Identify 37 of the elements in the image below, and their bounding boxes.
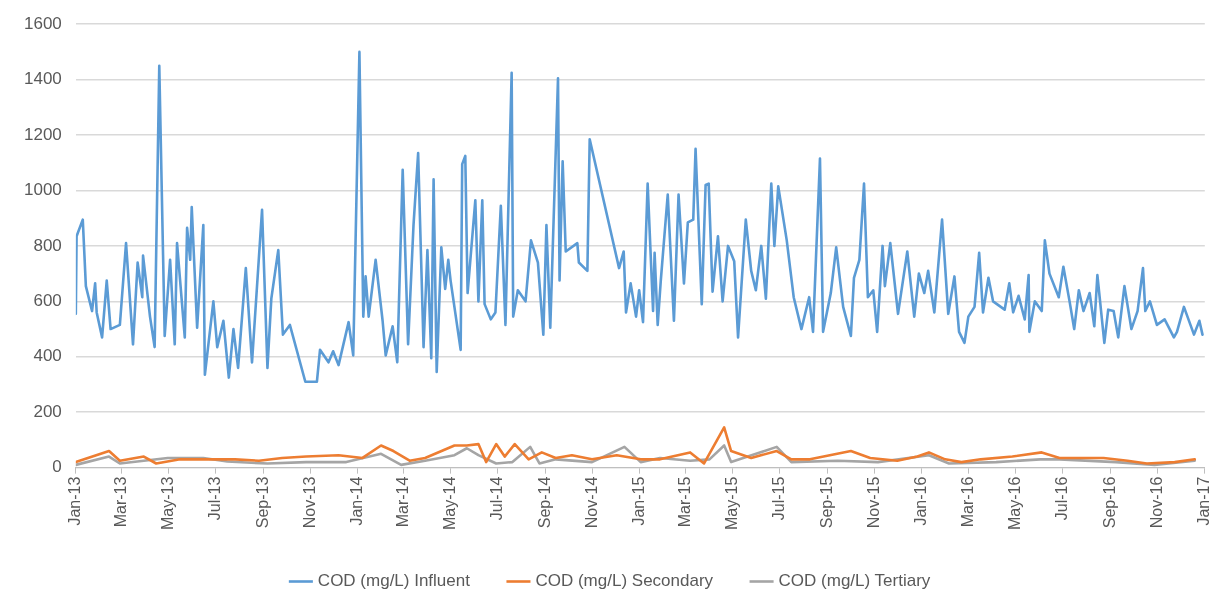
legend-label: COD (mg/L) Secondary — [535, 571, 714, 591]
legend-label: COD (mg/L) Tertiary — [778, 571, 931, 591]
y-tick-label: 0 — [52, 457, 62, 477]
y-tick-label: 1400 — [23, 69, 62, 89]
x-tick-label: Mar-13 — [111, 476, 129, 528]
y-tick-label: 1200 — [23, 124, 62, 144]
y-tick-label: 1000 — [23, 180, 62, 200]
x-tick-label: Nov-14 — [583, 476, 601, 529]
x-tick-label: Nov-15 — [865, 476, 883, 529]
y-tick-label: 400 — [33, 346, 62, 366]
x-tick-label: Jan-16 — [912, 476, 930, 526]
y-tick-label: 200 — [33, 401, 62, 421]
x-tick-label: May-16 — [1005, 476, 1023, 531]
x-tick-label: Sep-15 — [818, 476, 836, 529]
x-tick-label: Mar-16 — [958, 476, 976, 528]
legend-label: COD (mg/L) Influent — [317, 571, 471, 591]
y-tick-label: 600 — [33, 291, 62, 311]
x-tick-label: Nov-16 — [1148, 476, 1166, 529]
x-tick-label: May-14 — [441, 476, 459, 531]
x-tick-label: Jul-14 — [488, 476, 506, 521]
x-tick-label: Mar-15 — [675, 476, 693, 528]
y-tick-label: 800 — [33, 235, 62, 255]
y-tick-label: 1600 — [23, 13, 62, 33]
x-tick-label: Jan-17 — [1195, 476, 1213, 526]
x-tick-label: Jan-13 — [66, 476, 84, 526]
x-tick-label: Mar-14 — [393, 476, 411, 528]
x-tick-label: Jul-16 — [1053, 476, 1071, 521]
x-tick-label: Sep-13 — [254, 476, 271, 529]
x-tick-label: Sep-16 — [1100, 476, 1118, 529]
x-tick-label: May-13 — [158, 476, 176, 531]
x-tick-label: Jan-15 — [630, 476, 648, 526]
x-tick-label: May-15 — [723, 476, 741, 531]
x-tick-label: Jul-15 — [770, 476, 788, 521]
x-tick-label: Jan-14 — [348, 476, 366, 526]
x-tick-label: Jul-13 — [206, 476, 224, 521]
x-tick-label: Sep-14 — [536, 476, 554, 529]
x-tick-label: Nov-13 — [301, 476, 319, 529]
